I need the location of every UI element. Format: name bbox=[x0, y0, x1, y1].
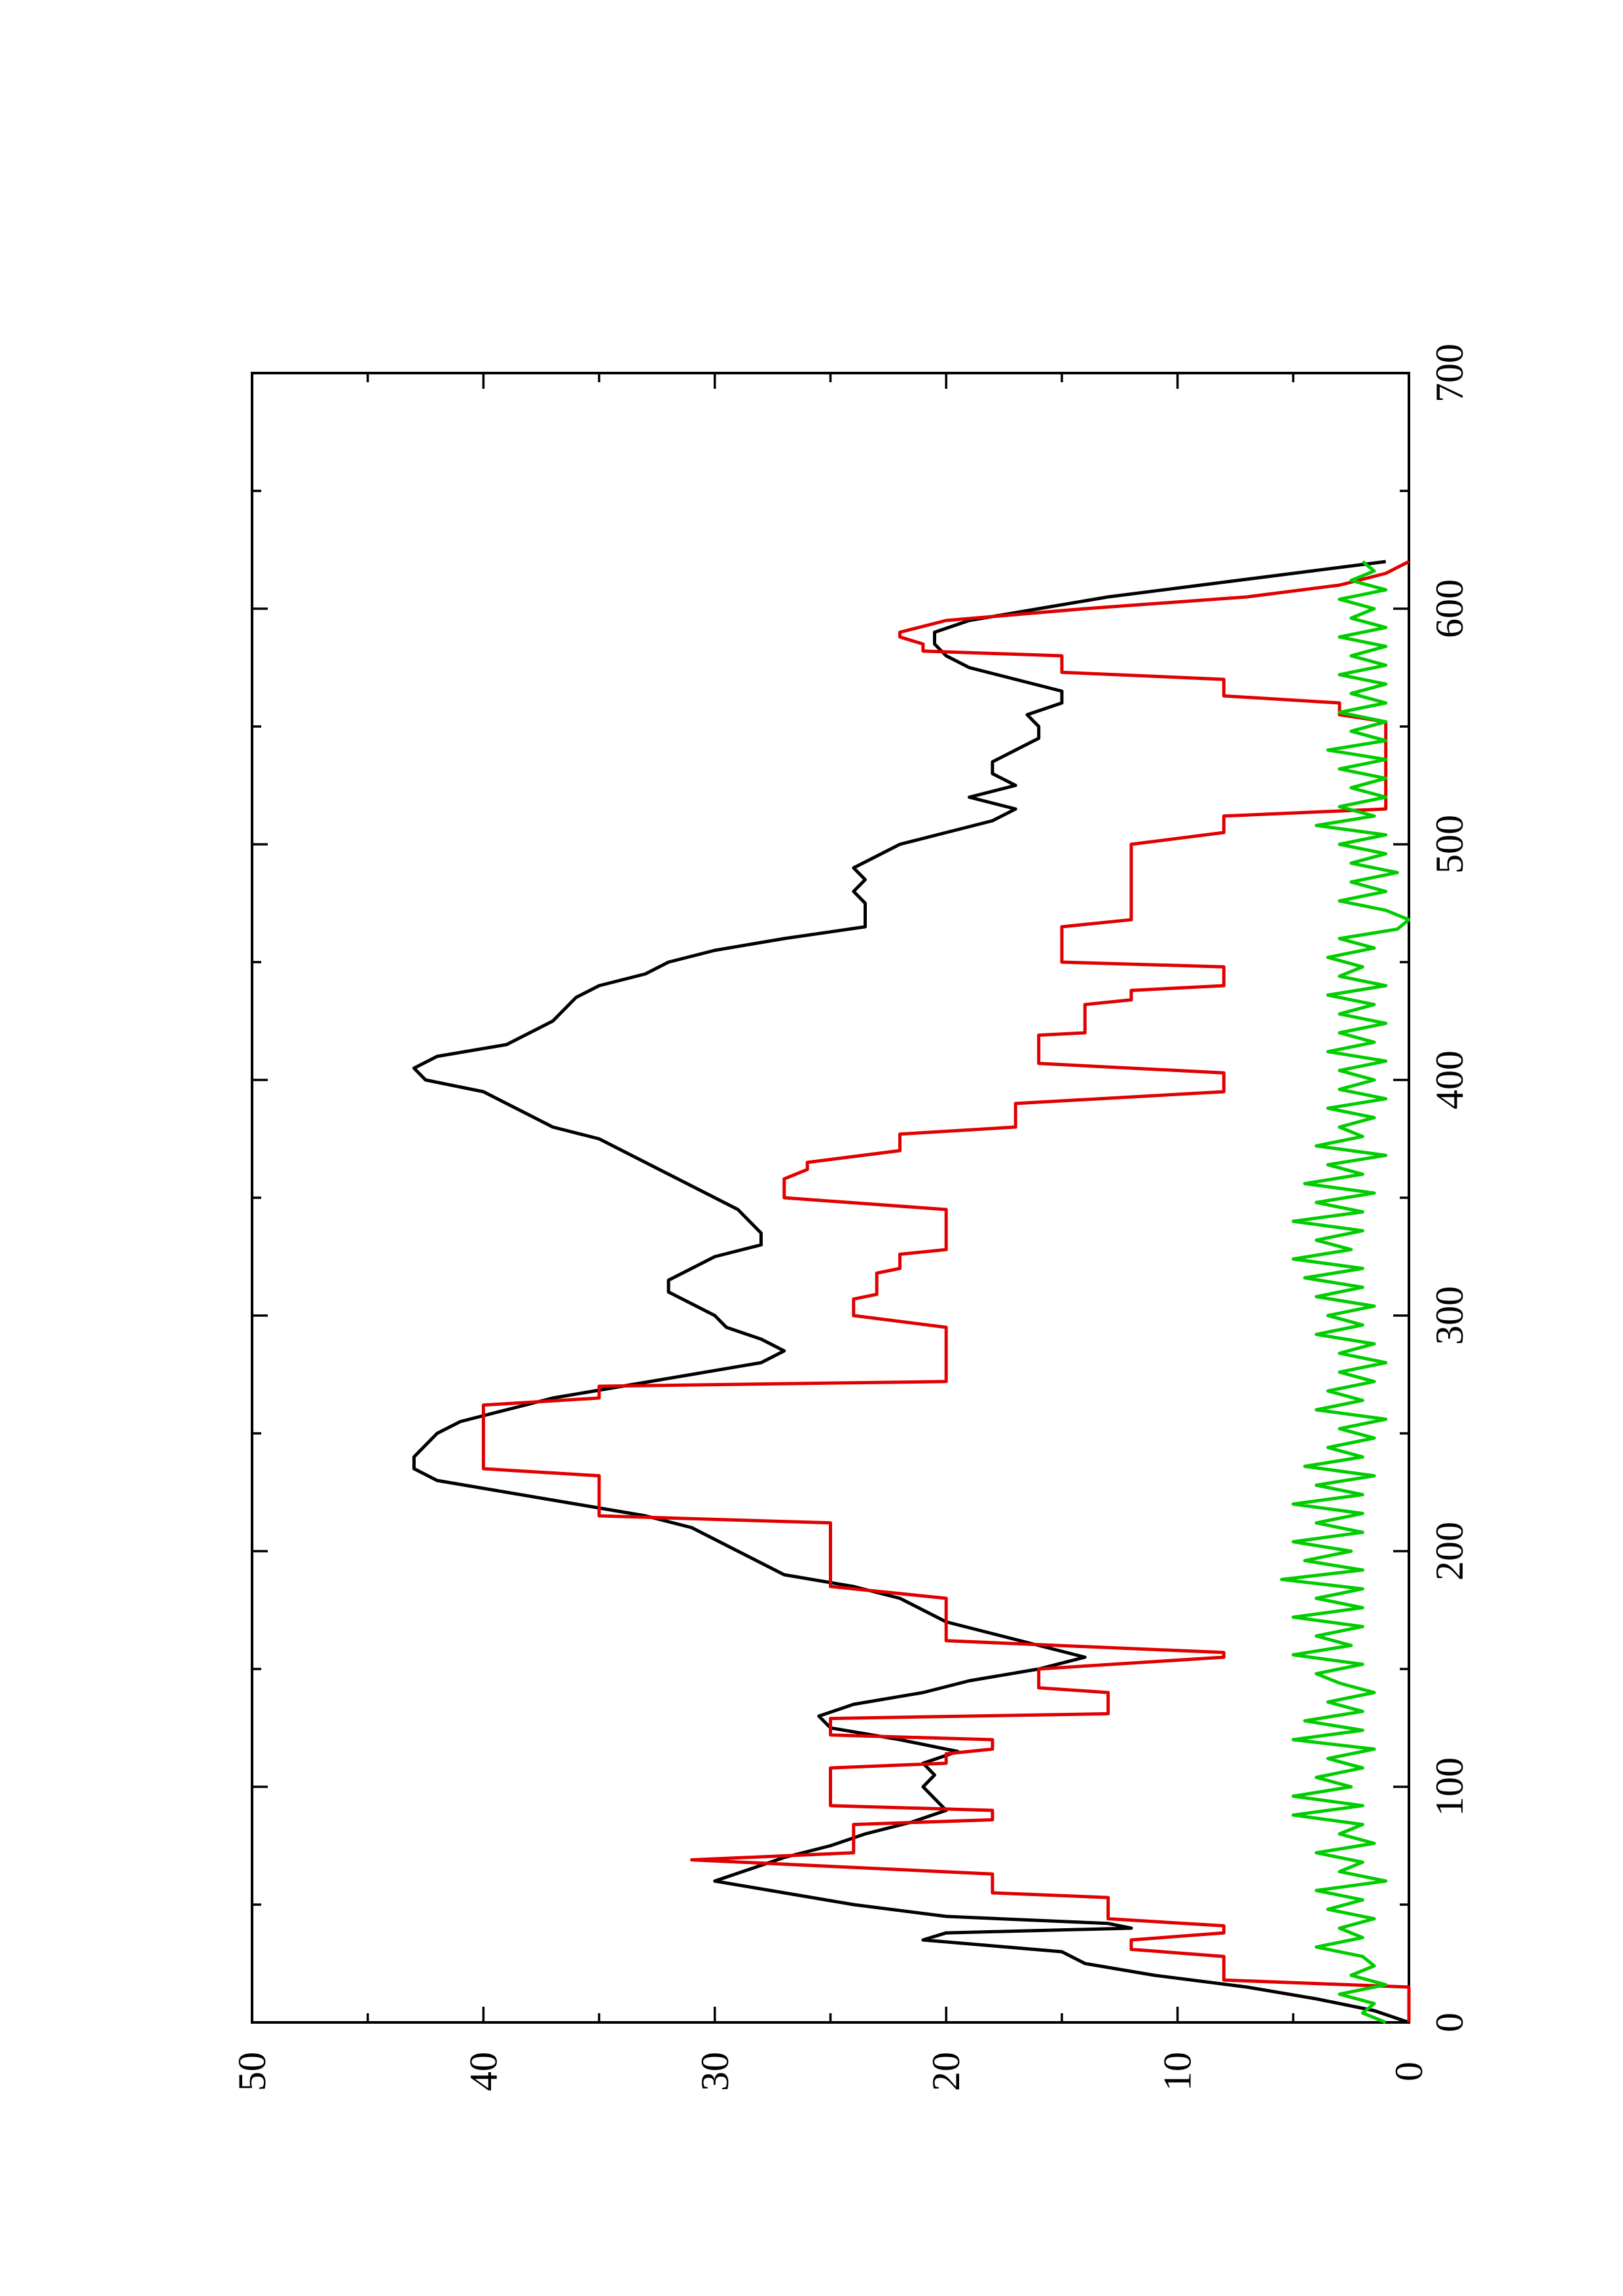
series-line-2 bbox=[481, 560, 1411, 2022]
series-line-3 bbox=[1280, 560, 1411, 2024]
x-tick-label: 700 bbox=[1428, 344, 1471, 403]
y-tick-label: 0 bbox=[1387, 2062, 1431, 2081]
x-tick-label: 200 bbox=[1428, 1522, 1471, 1581]
y-tick-label: 30 bbox=[693, 2052, 737, 2091]
x-tick-label: 400 bbox=[1428, 1050, 1471, 1109]
x-tick-label: 600 bbox=[1428, 579, 1471, 638]
x-tick-label: 0 bbox=[1428, 2013, 1471, 2032]
tick-labels: 0 100 200 300 400 500 600 700 0 10 20 30 40 50 bbox=[230, 344, 1471, 2091]
y-tick-label: 20 bbox=[924, 2052, 968, 2091]
x-tick-label: 500 bbox=[1428, 815, 1471, 874]
y-tick-label: 50 bbox=[230, 2052, 274, 2091]
x-tick-label: 100 bbox=[1428, 1757, 1471, 1816]
y-tick-label: 10 bbox=[1156, 2052, 1199, 2091]
y-tick-label: 40 bbox=[462, 2052, 505, 2091]
series bbox=[412, 560, 1411, 2024]
ticks bbox=[251, 372, 1410, 2024]
series-line-1 bbox=[412, 560, 1410, 2024]
x-tick-label: 300 bbox=[1428, 1286, 1471, 1345]
